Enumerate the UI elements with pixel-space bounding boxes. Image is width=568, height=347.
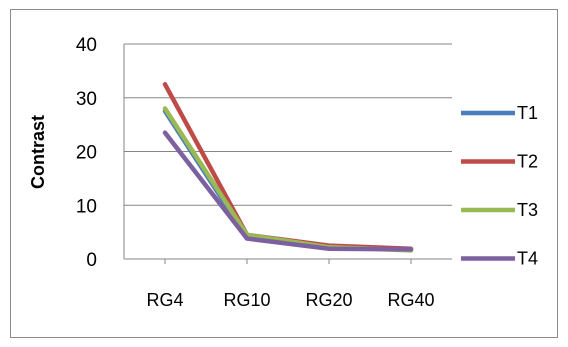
legend: T1 T2 T3 T4 bbox=[461, 103, 538, 269]
x-tick-labels: RG4 RG10 RG20 RG40 bbox=[146, 290, 434, 310]
y-tick-40: 40 bbox=[76, 35, 97, 56]
y-tick-20: 20 bbox=[76, 143, 97, 164]
y-tick-labels: 0 10 20 30 40 bbox=[76, 35, 97, 271]
legend-label-t3: T3 bbox=[517, 200, 538, 220]
x-tick-rg40: RG40 bbox=[387, 290, 434, 310]
y-tick-30: 30 bbox=[76, 89, 97, 110]
legend-label-t2: T2 bbox=[517, 152, 538, 172]
y-tick-0: 0 bbox=[86, 250, 97, 271]
chart-frame bbox=[10, 9, 558, 338]
axes bbox=[123, 44, 452, 264]
x-tick-rg4: RG4 bbox=[146, 290, 183, 310]
series-lines bbox=[162, 82, 414, 253]
x-tick-rg10: RG10 bbox=[223, 290, 270, 310]
legend-label-t1: T1 bbox=[517, 103, 538, 123]
series-line-t4 bbox=[162, 130, 414, 252]
y-tick-10: 10 bbox=[76, 196, 97, 217]
legend-label-t4: T4 bbox=[517, 249, 538, 269]
x-tick-rg20: RG20 bbox=[305, 290, 352, 310]
y-axis-title: Contrast bbox=[28, 115, 48, 189]
